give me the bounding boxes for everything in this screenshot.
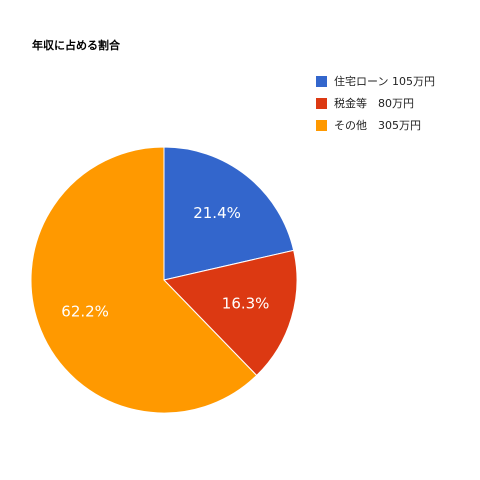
chart-title: 年収に占める割合 bbox=[32, 39, 120, 52]
pie-slice-other bbox=[30, 146, 258, 414]
pie-slice-taxes bbox=[163, 249, 298, 377]
legend-item-other: その他 305万円 bbox=[316, 114, 435, 136]
legend-label: 税金等 80万円 bbox=[334, 97, 414, 110]
legend-label: その他 305万円 bbox=[334, 119, 421, 132]
legend-swatch bbox=[316, 119, 327, 131]
pie-slice-percent-label: 16.3% bbox=[222, 295, 270, 313]
legend-item-taxes: 税金等 80万円 bbox=[316, 92, 435, 114]
legend-swatch bbox=[316, 97, 327, 109]
legend: 住宅ローン 105万円 税金等 80万円 その他 305万円 bbox=[316, 70, 435, 136]
pie-slice-percent-label: 21.4% bbox=[193, 204, 241, 222]
pie-slice-housing-loan bbox=[163, 146, 295, 281]
pie-slice-percent-label: 62.2% bbox=[61, 302, 109, 320]
legend-label: 住宅ローン 105万円 bbox=[334, 75, 435, 88]
legend-swatch bbox=[316, 75, 327, 87]
legend-item-housing-loan: 住宅ローン 105万円 bbox=[316, 70, 435, 92]
